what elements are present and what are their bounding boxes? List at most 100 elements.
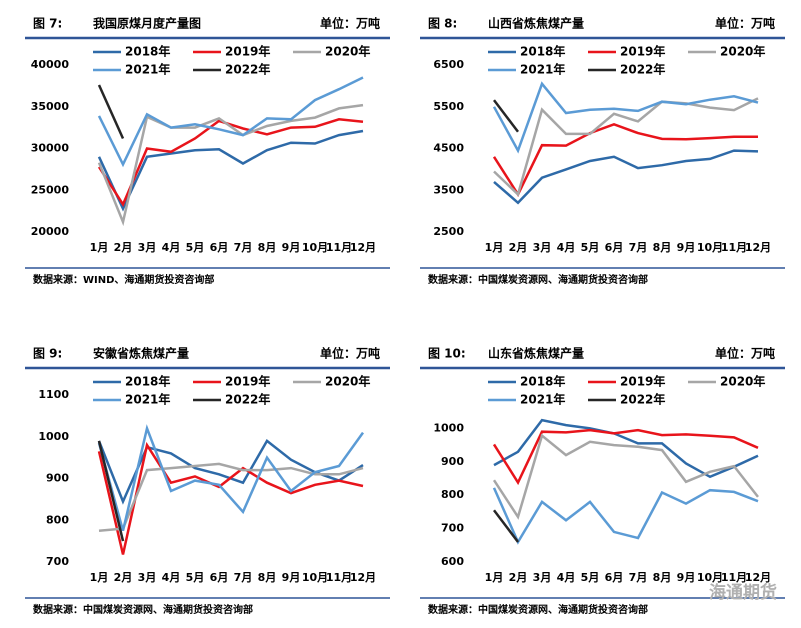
x-tick-label: 8月 — [258, 571, 277, 584]
y-tick-label: 900 — [441, 455, 464, 468]
series-line — [98, 462, 364, 532]
x-tick-label: 7月 — [234, 571, 253, 584]
series-line — [492, 122, 758, 197]
legend-label: 2018年 — [520, 44, 565, 59]
x-tick-label: 3月 — [533, 241, 552, 254]
legend-label: 2019年 — [225, 44, 270, 59]
x-tick-label: 11月 — [326, 571, 352, 584]
y-tick-label: 5500 — [433, 100, 464, 113]
x-tick-label: 10月 — [302, 571, 328, 584]
series-line — [492, 487, 759, 545]
x-tick-label: 8月 — [258, 241, 277, 254]
x-tick-label: 1月 — [485, 571, 504, 584]
x-tick-label: 2月 — [509, 241, 528, 254]
series-line — [97, 103, 364, 227]
y-tick-label: 800 — [441, 488, 464, 501]
source-note: 数据来源：中国煤炭资源网、海通期货投资咨询部 — [33, 603, 253, 616]
x-tick-label: 11月 — [721, 241, 747, 254]
x-tick-label: 2月 — [114, 571, 133, 584]
y-tick-label: 6500 — [433, 58, 464, 71]
x-tick-label: 12月 — [350, 571, 376, 584]
series-line — [97, 76, 364, 168]
x-tick-label: 3月 — [138, 571, 157, 584]
series-line — [492, 428, 759, 486]
legend-label: 2020年 — [720, 374, 765, 389]
x-tick-label: 1月 — [485, 241, 504, 254]
x-tick-label: 7月 — [629, 571, 648, 584]
y-tick-label: 1100 — [38, 388, 69, 401]
x-tick-label: 11月 — [326, 241, 352, 254]
series-line — [493, 97, 759, 197]
unit-label: 单位：万吨 — [715, 346, 775, 361]
legend-label: 2020年 — [720, 44, 765, 59]
x-tick-label: 6月 — [210, 241, 229, 254]
x-tick-label: 10月 — [697, 571, 723, 584]
figure-label: 图 8: — [428, 17, 457, 31]
y-tick-label: 2500 — [433, 225, 464, 238]
series-line — [97, 440, 125, 542]
chart-title: 山西省炼焦煤产量 — [488, 16, 584, 31]
legend-label: 2022年 — [225, 62, 270, 77]
x-tick-label: 11月 — [721, 571, 747, 584]
legend-label: 2019年 — [620, 374, 665, 389]
x-tick-label: 12月 — [745, 241, 771, 254]
x-tick-label: 10月 — [697, 241, 723, 254]
legend-label: 2018年 — [125, 44, 170, 59]
x-tick-label: 4月 — [162, 241, 181, 254]
source-note: 数据来源：中国煤炭资源网、海通期货投资咨询部 — [428, 273, 648, 286]
series-line — [492, 433, 759, 520]
x-tick-label: 12月 — [745, 571, 771, 584]
series-line — [493, 418, 759, 479]
y-tick-label: 900 — [46, 472, 69, 485]
x-tick-label: 5月 — [186, 241, 205, 254]
legend-label: 2021年 — [125, 392, 170, 407]
series-line — [493, 509, 519, 543]
legend-label: 2018年 — [125, 374, 170, 389]
source-note: 数据来源：WIND、海通期货投资咨询部 — [33, 273, 214, 286]
x-tick-label: 8月 — [653, 571, 672, 584]
x-tick-label: 5月 — [186, 571, 205, 584]
y-tick-label: 40000 — [31, 58, 70, 71]
x-tick-label: 2月 — [114, 241, 133, 254]
legend-label: 2022年 — [620, 62, 665, 77]
series-line — [97, 424, 365, 532]
x-tick-label: 3月 — [138, 241, 157, 254]
legend-label: 2022年 — [225, 392, 270, 407]
y-tick-label: 20000 — [31, 225, 70, 238]
unit-label: 单位：万吨 — [320, 346, 380, 361]
legend-label: 2020年 — [325, 44, 370, 59]
x-tick-label: 1月 — [90, 571, 109, 584]
source-note: 数据来源：中国煤炭资源网、海通期货投资咨询部 — [428, 603, 648, 616]
y-tick-label: 700 — [46, 555, 69, 568]
series-line — [97, 441, 364, 555]
x-tick-label: 7月 — [234, 241, 253, 254]
y-tick-label: 25000 — [31, 183, 70, 196]
y-tick-label: 800 — [46, 513, 69, 526]
x-tick-label: 9月 — [677, 241, 696, 254]
x-tick-label: 5月 — [581, 241, 600, 254]
series-line — [97, 84, 125, 140]
x-tick-label: 12月 — [350, 241, 376, 254]
x-tick-label: 7月 — [629, 241, 648, 254]
y-tick-label: 3500 — [433, 183, 464, 196]
figure-label: 图 9: — [33, 347, 62, 361]
figure-label: 图 7: — [33, 17, 62, 31]
chart-title: 安徽省炼焦煤产量 — [93, 346, 189, 361]
unit-label: 单位：万吨 — [715, 16, 775, 31]
y-tick-label: 30000 — [31, 142, 70, 155]
legend-label: 2021年 — [125, 62, 170, 77]
y-tick-label: 1000 — [433, 421, 464, 434]
chart-title: 山东省炼焦煤产量 — [488, 346, 584, 361]
legend-label: 2019年 — [620, 44, 665, 59]
series-line — [493, 99, 519, 133]
y-tick-label: 35000 — [31, 100, 70, 113]
y-tick-label: 1000 — [38, 430, 69, 443]
x-tick-label: 4月 — [557, 241, 576, 254]
x-tick-label: 10月 — [302, 241, 328, 254]
series-line — [97, 118, 364, 208]
legend-label: 2021年 — [520, 62, 565, 77]
x-tick-label: 6月 — [210, 571, 229, 584]
figure-label: 图 10: — [428, 347, 466, 361]
series-line — [492, 81, 759, 154]
